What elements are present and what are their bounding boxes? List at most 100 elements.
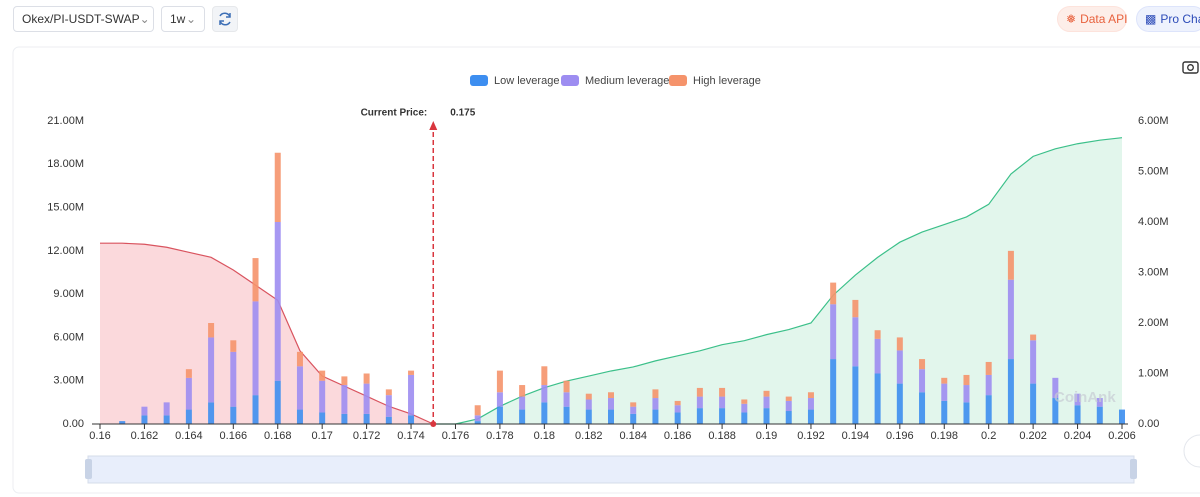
y-tick-label: 15.00M (47, 201, 84, 213)
bar-segment (896, 350, 903, 384)
bar-segment (408, 370, 415, 375)
x-tick-label: 0.166 (220, 430, 248, 442)
chat-button[interactable] (1183, 434, 1200, 468)
data-api-button[interactable]: ❅ Data API (1057, 6, 1127, 32)
bar-segment (230, 351, 237, 407)
slider-handle[interactable] (85, 459, 92, 479)
bar-segment (474, 405, 481, 416)
zoom-slider[interactable] (87, 455, 1135, 484)
bar-segment (985, 361, 992, 375)
bar-segment (585, 409, 592, 424)
symbol-select[interactable]: Okex/PI-USDT-SWAP ⌄ (13, 6, 154, 32)
bar-segment (208, 402, 215, 424)
bar-segment (763, 408, 770, 424)
bar-segment (719, 396, 726, 409)
bar-segment (741, 412, 748, 424)
arrowhead (429, 121, 438, 130)
bar-segment (341, 413, 348, 424)
bar-segment (363, 383, 370, 414)
y2-tick-label: 5.00M (1138, 165, 1169, 177)
bar-segment (1052, 398, 1059, 424)
bar-segment (541, 366, 548, 386)
interval-select[interactable]: 1w ⌄ (161, 6, 205, 32)
bar-segment (585, 399, 592, 410)
bar-segment (585, 393, 592, 400)
bar-segment (830, 304, 837, 360)
bar-segment (674, 405, 681, 413)
bar-segment (496, 370, 503, 393)
bar-segment (1030, 340, 1037, 384)
icon: ▩ (1145, 12, 1157, 26)
bar-segment (185, 377, 192, 410)
bar-segment (830, 282, 837, 305)
bar-segment (519, 396, 526, 410)
bar-segment (852, 299, 859, 318)
label: Data API (1080, 12, 1128, 26)
bar-segment (474, 415, 481, 422)
bar-segment (252, 301, 259, 396)
bar-segment (608, 398, 614, 410)
x-tick-label: 0.206 (1108, 430, 1136, 442)
y-tick-label: 9.00M (53, 288, 84, 300)
symbol: Okex/PI-USDT-SWAP (22, 12, 140, 26)
bar-segment (1007, 250, 1014, 280)
bar-segment (763, 396, 770, 409)
bar-segment (608, 392, 614, 399)
x-tick-label: 0.194 (842, 430, 870, 442)
bar-segment (319, 380, 326, 413)
bar-segment (141, 415, 148, 424)
slider-handle[interactable] (1130, 459, 1137, 479)
bar-segment (652, 389, 659, 399)
pro-chart-button[interactable]: ▩Pro Char (1136, 6, 1200, 32)
bar-segment (208, 337, 215, 403)
refresh-icon (219, 12, 231, 26)
bar-segment (185, 409, 192, 424)
bar-segment (919, 392, 926, 424)
x-tick-label: 0.162 (131, 430, 159, 442)
bar-segment (274, 380, 281, 424)
bar-segment (496, 392, 503, 407)
bar-segment (1074, 393, 1081, 406)
panel (12, 46, 1200, 494)
legend-label: Low leverage (494, 75, 559, 87)
x-tick-label: 0.18 (534, 430, 555, 442)
bar-segment (519, 409, 526, 424)
x-tick-label: 0.202 (1019, 430, 1047, 442)
x-tick-label: 0.176 (442, 430, 470, 442)
bar-segment (1030, 334, 1037, 341)
bar-segment (630, 413, 637, 424)
bar-segment (252, 395, 259, 424)
bar-segment (319, 370, 326, 381)
bar-segment (1119, 409, 1125, 424)
y2-tick-label: 4.00M (1138, 216, 1169, 228)
bar-segment (807, 409, 814, 424)
bar-segment (874, 373, 881, 424)
bar-segment (296, 409, 303, 424)
watermark: CoinAnk (1054, 389, 1116, 406)
bar-segment (385, 389, 392, 396)
bar-segment (208, 323, 215, 338)
bar-segment (363, 373, 370, 384)
bar-segment (941, 400, 948, 424)
bar-segment (474, 421, 481, 424)
bar-segment (941, 377, 948, 384)
bar-segment (763, 390, 770, 397)
bar-segment (874, 330, 881, 339)
bar-segment (785, 400, 792, 412)
bar-segment (1052, 377, 1059, 399)
area (100, 243, 434, 424)
bar-segment (852, 317, 859, 367)
bar-segment (652, 409, 659, 424)
refresh-button[interactable] (212, 6, 238, 32)
legend-swatch (561, 75, 579, 86)
bar-segment (1007, 359, 1014, 424)
x-tick-label: 0.17 (311, 430, 332, 442)
bar-segment (807, 392, 814, 399)
y-tick-label: 12.00M (47, 245, 84, 257)
legend-label: Medium leverage (585, 75, 669, 87)
camera-icon (1182, 61, 1199, 74)
x-tick-label: 0.186 (664, 430, 692, 442)
bar-segment (896, 383, 903, 424)
bar-segment (341, 385, 348, 414)
